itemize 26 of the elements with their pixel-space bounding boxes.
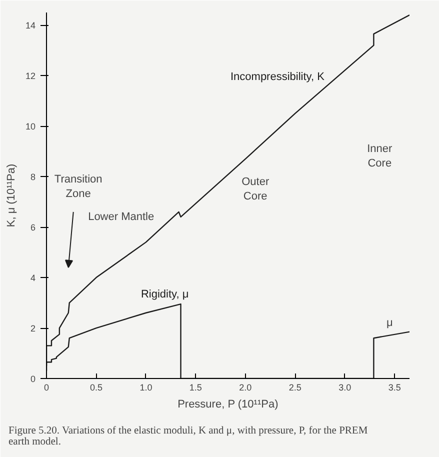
caption: Figure 5.20. Variations of the elastic moduli, K and μ, with pressure, P, for the PREM earth model. bbox=[8, 426, 368, 448]
series-label: Incompressibility, K bbox=[230, 71, 326, 84]
annotation: Transition Zone bbox=[54, 173, 102, 200]
y-tick-label: 14 bbox=[25, 20, 36, 31]
x-tick-label: 1.5 bbox=[189, 382, 202, 392]
x-tick-label: 1.0 bbox=[140, 382, 152, 392]
y-axis-title: K, μ (10¹¹Pa) bbox=[5, 164, 18, 228]
y-tick-label: 4 bbox=[30, 273, 36, 284]
annotation: Outer Core bbox=[242, 176, 270, 202]
x-tick-label: 3.5 bbox=[388, 382, 401, 392]
y-tick-label: 6 bbox=[30, 222, 36, 233]
series-label: Rigidity, μ bbox=[140, 288, 189, 300]
y-tick-label: 10 bbox=[25, 122, 36, 132]
y-tick-label: 2 bbox=[30, 324, 36, 334]
x-tick-label: 3.0 bbox=[338, 382, 352, 392]
annotation: μ bbox=[386, 316, 393, 329]
x-tick-label: 0.5 bbox=[90, 382, 102, 392]
y-tick-label: 12 bbox=[25, 71, 36, 82]
x-tick-label: 2.0 bbox=[239, 382, 252, 392]
y-tick-label: 0 bbox=[30, 374, 36, 384]
annotation: Inner Core bbox=[367, 143, 393, 170]
x-tick-label: 2.5 bbox=[288, 382, 302, 392]
x-tick-label: 0 bbox=[44, 382, 50, 392]
annotation: Lower Mantle bbox=[88, 210, 154, 223]
y-tick-label: 8 bbox=[30, 172, 36, 182]
x-axis-title: Pressure, P (10¹¹Pa) bbox=[178, 398, 278, 410]
